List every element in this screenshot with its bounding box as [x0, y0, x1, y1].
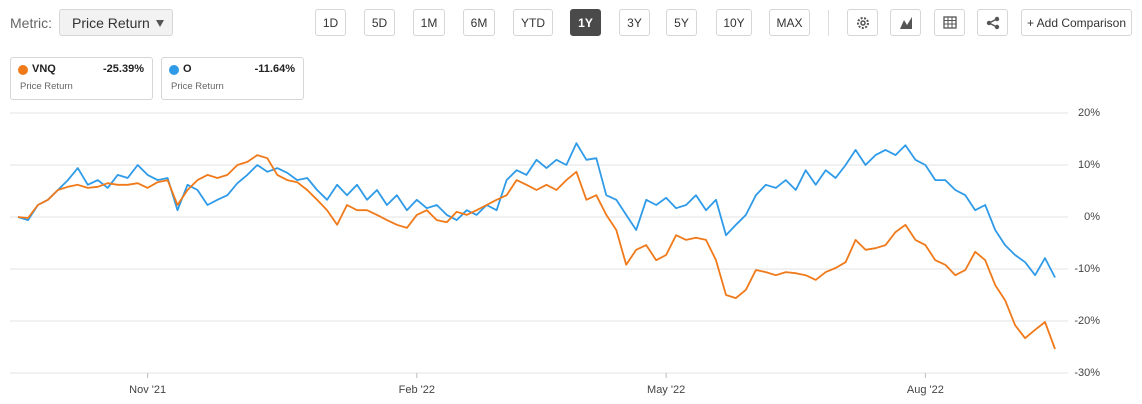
metric-label: Metric: [10, 15, 52, 31]
series-line [17, 142, 1056, 278]
legend-card[interactable]: VNQ -25.39% Price Return [10, 57, 153, 100]
period-button[interactable]: 3Y [619, 9, 650, 36]
y-tick-label: 10% [1078, 159, 1100, 171]
period-button[interactable]: 1Y [570, 9, 601, 36]
legend-metric: Price Return [171, 81, 224, 92]
metric-value: Price Return [72, 14, 150, 31]
period-button[interactable]: 5Y [666, 9, 697, 36]
period-button[interactable]: YTD [513, 9, 553, 36]
period-button[interactable]: 1M [413, 9, 445, 36]
table-button[interactable] [934, 9, 965, 36]
chart-type-button[interactable] [890, 9, 921, 36]
legend-card[interactable]: O -11.64% Price Return [161, 57, 304, 100]
x-tick-label: Feb '22 [399, 384, 435, 396]
metric-dropdown[interactable]: Price Return [59, 9, 173, 36]
legend-change: -11.64% [254, 63, 295, 75]
x-tick-label: Aug '22 [907, 384, 944, 396]
legend-change: -25.39% [103, 63, 144, 75]
period-button[interactable]: 10Y [716, 9, 752, 36]
add-comparison-button[interactable]: + Add Comparison [1021, 9, 1132, 36]
share-icon [986, 16, 999, 29]
period-button[interactable]: 1D [315, 9, 346, 36]
table-icon [942, 16, 957, 29]
legend-name: O [183, 63, 192, 75]
share-button[interactable] [977, 9, 1008, 36]
legend-dot [18, 65, 28, 75]
gear-icon [856, 16, 869, 29]
y-tick-label: -20% [1074, 315, 1100, 327]
area-icon [899, 16, 912, 29]
series-line [17, 154, 1056, 350]
legend-dot [169, 65, 179, 75]
settings-button[interactable] [847, 9, 878, 36]
separator [828, 10, 829, 36]
x-tick-label: Nov '21 [129, 384, 166, 396]
y-tick-label: -30% [1074, 367, 1100, 379]
legend-metric: Price Return [20, 81, 73, 92]
x-tick-label: May '22 [647, 384, 685, 396]
y-tick-label: -10% [1074, 263, 1100, 275]
dropdown-arrow [156, 20, 164, 27]
y-tick-label: 20% [1078, 107, 1100, 119]
legend-name: VNQ [32, 63, 56, 75]
y-tick-label: 0% [1084, 211, 1100, 223]
period-button[interactable]: 5D [364, 9, 395, 36]
period-button[interactable]: 6M [463, 9, 495, 36]
period-button[interactable]: MAX [769, 9, 810, 36]
